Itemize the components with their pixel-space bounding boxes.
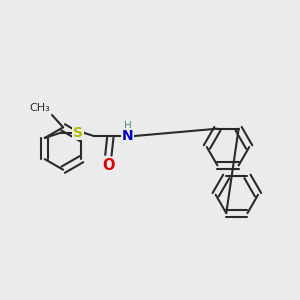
Text: N: N bbox=[122, 129, 133, 143]
Text: CH₃: CH₃ bbox=[29, 103, 50, 113]
Text: O: O bbox=[102, 158, 115, 173]
Text: S: S bbox=[73, 126, 83, 140]
Text: H: H bbox=[124, 121, 131, 131]
